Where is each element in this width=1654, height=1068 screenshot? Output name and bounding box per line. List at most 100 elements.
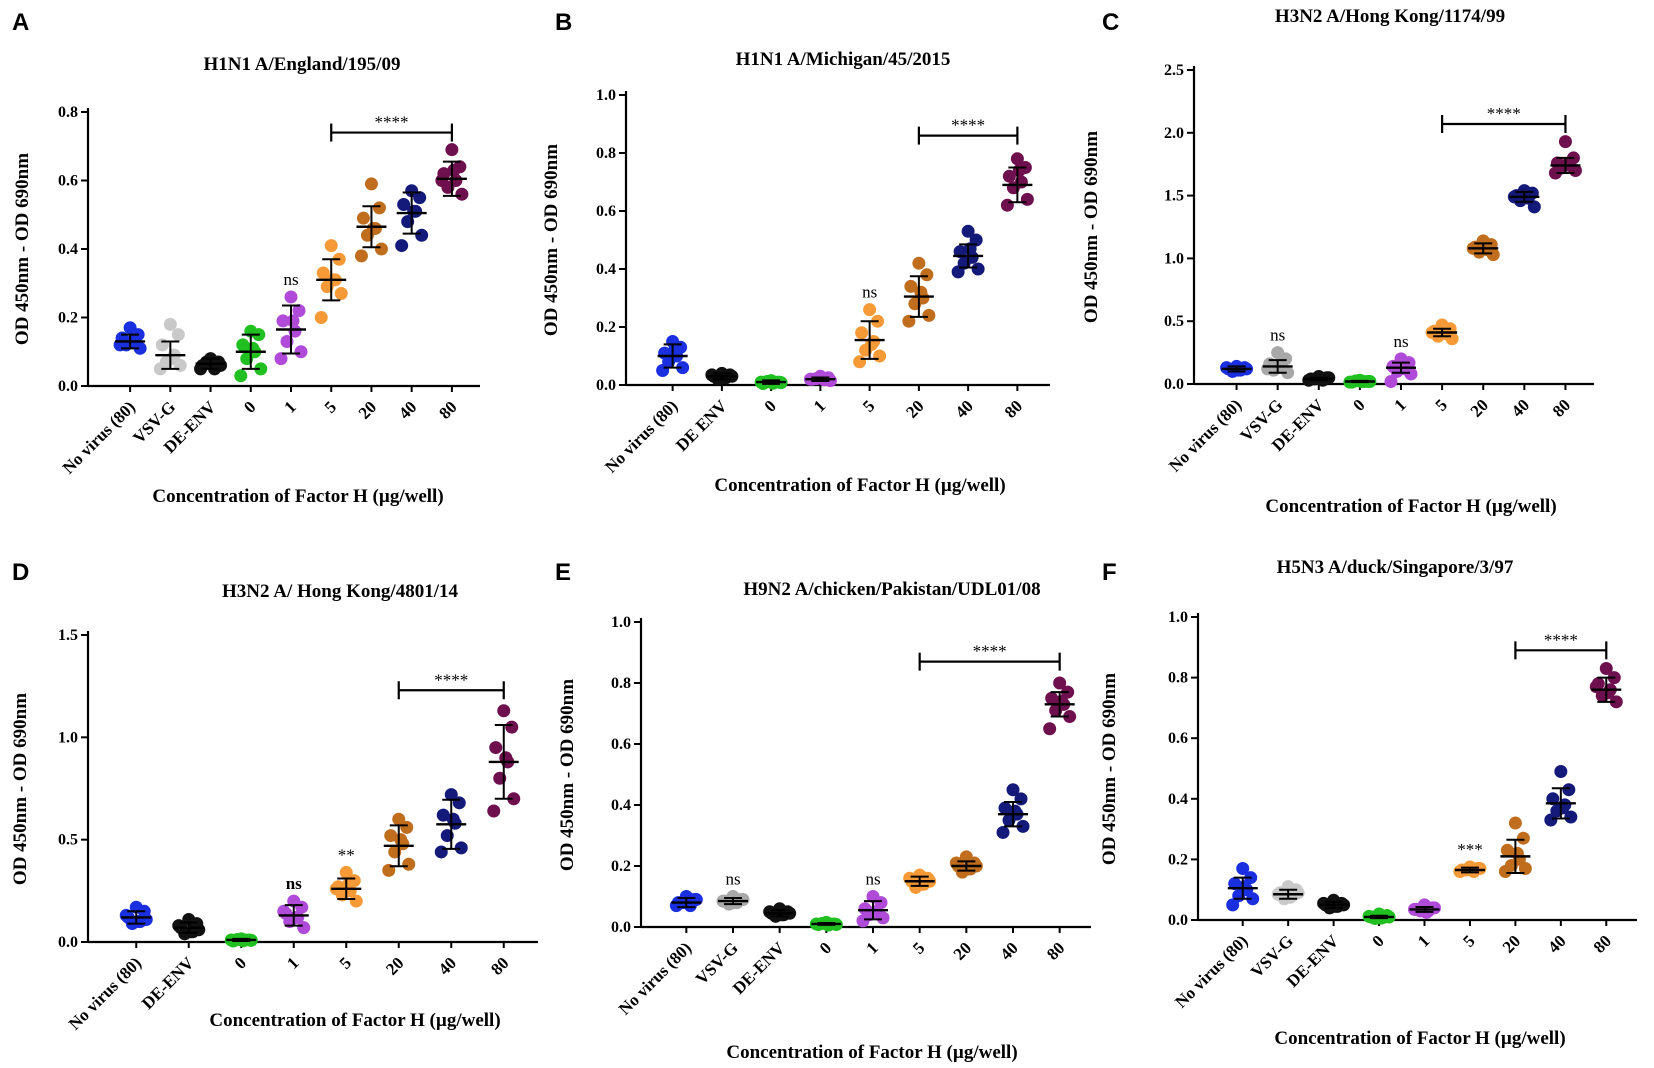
chart-title: H5N3 A/duck/Singapore/3/97 <box>1277 557 1514 578</box>
data-point <box>274 352 288 366</box>
bracket-label: **** <box>434 670 468 689</box>
x-tick-label: No virus (80) <box>601 396 681 476</box>
panel-label: B <box>555 9 572 36</box>
y-tick-label: 1.0 <box>596 87 616 104</box>
x-tick-label: 40 <box>1508 395 1533 420</box>
y-tick-label: 0.4 <box>611 797 631 814</box>
x-tick-label: 20 <box>1499 931 1524 956</box>
panel-E: E H9N2 A/chicken/Pakistan/UDL01/08 0.0 0.2 0… <box>555 559 1091 1063</box>
x-tick-label: DE-ENV <box>729 938 789 998</box>
y-axis-label: OD 450nm - OD 690nm <box>12 153 33 345</box>
panel-A: A H1N1 A/England/195/09 0.0 0.2 0.4 0.6 0.8 No … <box>12 9 480 507</box>
data-point <box>1560 157 1574 171</box>
x-tick-label: 0 <box>761 396 780 415</box>
data-point <box>435 174 449 187</box>
data-point <box>400 820 414 834</box>
x-tick-label: 5 <box>336 953 355 972</box>
data-point <box>1012 163 1026 177</box>
x-tick-label: 0 <box>1368 931 1387 950</box>
data-point <box>286 314 300 328</box>
x-tick-label: 40 <box>951 396 976 421</box>
data-point <box>856 914 870 928</box>
chart-title: H3N2 A/ Hong Kong/4801/14 <box>222 581 458 602</box>
x-tick-label: 80 <box>1590 931 1615 956</box>
panel-label: F <box>1102 559 1117 586</box>
significance-annotation: ns <box>283 270 298 289</box>
y-tick-label: 1.5 <box>58 627 78 644</box>
data-point <box>1564 810 1578 824</box>
data-point <box>395 239 409 253</box>
x-tick-label: No virus (80) <box>615 938 695 1018</box>
significance-annotation: ns <box>862 283 877 302</box>
data-point <box>489 741 503 755</box>
data-point <box>172 919 186 933</box>
y-tick-label: 0.8 <box>58 104 78 121</box>
y-axis-label: OD 450nm - OD 690nm <box>557 679 578 871</box>
data-point <box>356 211 370 225</box>
data-point <box>1226 898 1240 912</box>
data-point <box>863 303 877 317</box>
y-tick-label: 0.6 <box>1168 730 1188 747</box>
x-tick-label: 1 <box>862 938 881 957</box>
x-tick-label: 80 <box>1043 938 1068 963</box>
x-tick-label: 0 <box>1349 395 1368 414</box>
y-tick-label: 0.0 <box>1168 912 1188 929</box>
data-point <box>1554 765 1568 779</box>
x-tick-label: 20 <box>355 397 380 422</box>
x-tick-label: 5 <box>859 396 878 415</box>
data-point <box>902 314 916 328</box>
panel-C: C H3N2 A/Hong Kong/1174/99 0.0 0.5 1.0 1.5 2.0… <box>1081 6 1594 517</box>
y-tick-label: 0.4 <box>596 261 616 278</box>
x-tick-label: 40 <box>435 953 460 978</box>
y-tick-label: 1.0 <box>1168 609 1188 626</box>
x-tick-label: DE-ENV <box>138 953 198 1013</box>
data-point <box>374 242 388 256</box>
x-tick-label: 20 <box>382 953 407 978</box>
data-point <box>297 921 311 935</box>
significance-annotation: *** <box>1457 840 1483 859</box>
x-tick-label: No virus (80) <box>59 397 139 477</box>
data-point <box>171 328 185 342</box>
data-point <box>996 825 1010 839</box>
data-point <box>763 905 777 919</box>
x-tick-label: 0 <box>240 397 259 416</box>
chart-title: H9N2 A/chicken/Pakistan/UDL01/08 <box>743 579 1040 600</box>
x-axis-label: Concentration of Factor H (µg/well) <box>1265 496 1556 517</box>
data-point <box>1519 187 1533 201</box>
data-point <box>855 326 869 340</box>
data-point <box>1238 880 1252 894</box>
data-point <box>668 343 682 357</box>
y-tick-label: 0.8 <box>611 675 631 692</box>
y-tick-label: 1.0 <box>611 614 631 631</box>
y-tick-label: 0.6 <box>58 173 78 190</box>
y-tick-label: 2.0 <box>1164 125 1184 142</box>
data-point <box>1317 896 1331 910</box>
data-point <box>415 228 429 242</box>
data-point <box>1562 783 1576 797</box>
bracket-label: **** <box>951 116 985 135</box>
data-point <box>364 177 378 191</box>
panel-label: D <box>12 559 29 586</box>
data-point <box>397 197 411 211</box>
data-point <box>334 287 348 301</box>
x-tick-label: 5 <box>909 938 928 957</box>
data-point <box>1508 816 1522 830</box>
data-point <box>382 863 396 877</box>
data-point <box>1478 239 1492 253</box>
y-tick-label: 0.0 <box>1164 376 1184 393</box>
data-point <box>1558 135 1572 149</box>
data-point <box>505 720 519 734</box>
data-point <box>853 355 867 369</box>
data-point <box>1006 783 1020 797</box>
data-point <box>234 369 248 383</box>
x-tick-label: 40 <box>996 938 1021 963</box>
x-tick-label: 0 <box>231 953 250 972</box>
y-tick-label: 0.0 <box>596 377 616 394</box>
data-point <box>324 239 338 253</box>
data-point <box>1053 676 1067 690</box>
data-point <box>705 368 719 382</box>
data-point <box>1020 192 1034 206</box>
x-tick-label: No virus (80) <box>1171 931 1251 1011</box>
panel-F: F H5N3 A/duck/Singapore/3/97 0.0 0.2 0.4 0.6 0… <box>1099 557 1637 1049</box>
